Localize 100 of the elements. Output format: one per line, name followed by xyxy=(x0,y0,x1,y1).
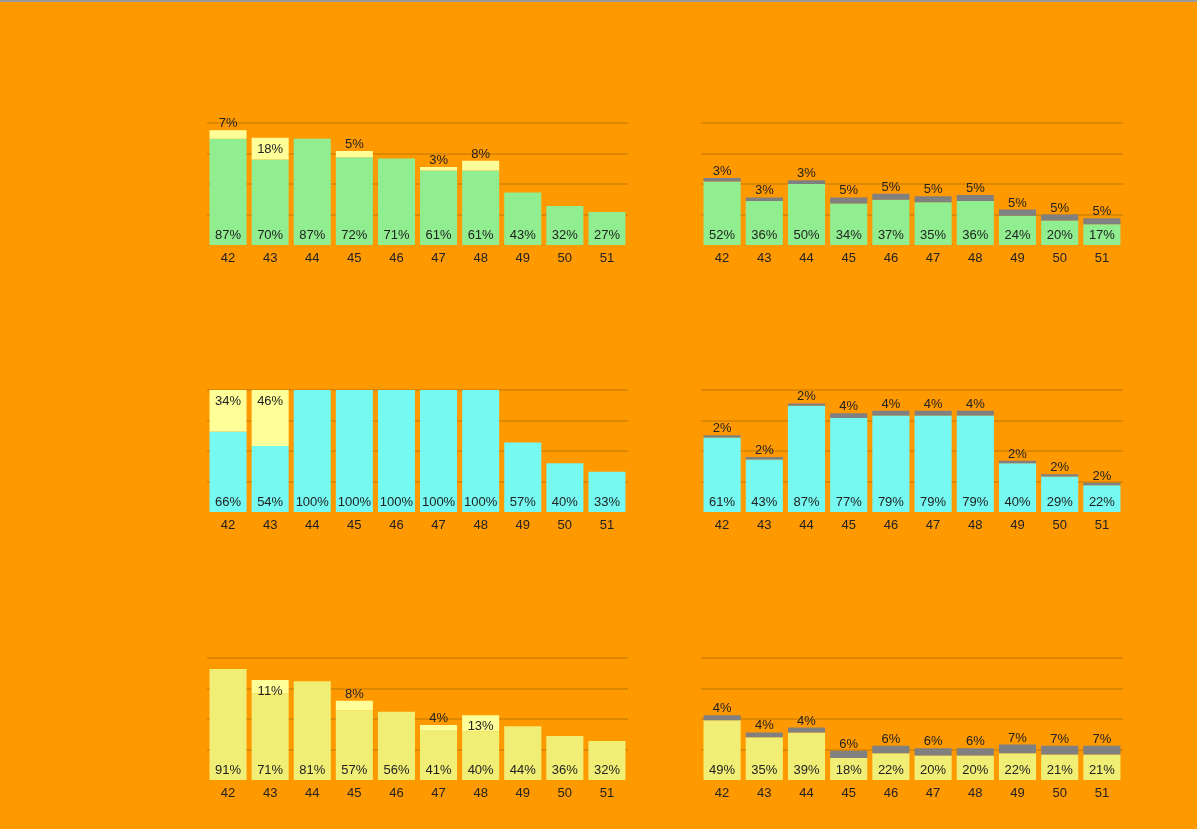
data-label: 3% xyxy=(429,151,449,167)
data-label: 6% xyxy=(965,733,986,749)
bar xyxy=(377,158,415,245)
x-tick-label: 50 xyxy=(557,517,573,532)
x-tick-label: 45 xyxy=(347,250,362,265)
x-tick-label: 45 xyxy=(347,517,362,532)
data-label: 6% xyxy=(923,733,943,749)
bar xyxy=(914,202,952,245)
data-label: 3% xyxy=(797,165,817,181)
data-label: 100% xyxy=(337,494,372,509)
x-tick-label: 45 xyxy=(841,250,856,265)
bar xyxy=(1041,474,1079,477)
bar xyxy=(872,410,910,416)
bar xyxy=(251,693,289,780)
data-label: 49% xyxy=(709,762,736,777)
data-label: 79% xyxy=(877,494,905,509)
data-label: 11% xyxy=(257,682,284,698)
data-label: 4% xyxy=(965,395,986,411)
data-label: 37% xyxy=(877,227,905,242)
bar xyxy=(830,750,868,759)
data-label: 32% xyxy=(551,227,579,242)
x-tick-label: 46 xyxy=(883,517,899,532)
data-label: 43% xyxy=(509,227,537,242)
data-label: 2% xyxy=(754,442,775,458)
bar xyxy=(420,725,458,730)
data-label: 5% xyxy=(881,178,901,194)
x-tick-label: 48 xyxy=(473,517,488,532)
data-label: 70% xyxy=(257,227,284,242)
data-label: 20% xyxy=(962,762,989,777)
bar xyxy=(209,668,247,780)
bar xyxy=(956,748,994,756)
x-tick-label: 46 xyxy=(389,785,404,800)
data-label: 35% xyxy=(751,762,778,777)
x-tick-label: 42 xyxy=(220,517,236,532)
data-label: 21% xyxy=(1088,762,1116,777)
bar xyxy=(420,729,458,780)
bar xyxy=(956,201,994,245)
x-tick-label: 49 xyxy=(515,785,530,800)
bar xyxy=(209,130,247,139)
data-label: 29% xyxy=(1046,494,1074,509)
data-label: 7% xyxy=(1092,730,1112,746)
bar xyxy=(462,170,500,245)
x-tick-label: 43 xyxy=(262,250,278,265)
x-tick-label: 47 xyxy=(431,517,446,532)
data-label: 4% xyxy=(754,717,775,733)
data-label: 57% xyxy=(509,494,537,509)
bar xyxy=(703,181,741,245)
bar xyxy=(830,197,868,204)
x-tick-label: 51 xyxy=(599,785,615,800)
x-tick-label: 45 xyxy=(347,785,362,800)
x-tick-label: 47 xyxy=(925,250,941,265)
bar xyxy=(745,459,783,512)
bar xyxy=(1041,745,1079,755)
data-label: 22% xyxy=(1004,762,1031,777)
bar xyxy=(998,744,1037,754)
data-label: 81% xyxy=(299,762,326,777)
data-label: 20% xyxy=(920,762,947,777)
data-label: 72% xyxy=(341,227,368,242)
bar xyxy=(377,711,415,780)
data-label: 100% xyxy=(379,494,414,509)
x-tick-label: 49 xyxy=(1010,250,1025,265)
data-label: 43% xyxy=(751,494,778,509)
x-tick-label: 47 xyxy=(431,250,446,265)
bar xyxy=(830,418,868,512)
x-tick-label: 51 xyxy=(1094,785,1110,800)
data-label: 2% xyxy=(712,420,732,436)
data-label: 40% xyxy=(551,494,579,509)
x-tick-label: 48 xyxy=(968,785,983,800)
bar xyxy=(335,151,373,158)
bar xyxy=(787,732,826,780)
bar xyxy=(293,390,331,512)
bar xyxy=(209,138,247,245)
data-label: 100% xyxy=(421,494,456,509)
data-label: 18% xyxy=(257,140,284,156)
x-tick-label: 48 xyxy=(473,250,488,265)
bar xyxy=(872,415,910,512)
data-label: 17% xyxy=(1088,227,1116,242)
bar xyxy=(703,435,741,438)
data-label: 56% xyxy=(383,762,410,777)
data-label: 4% xyxy=(712,700,732,716)
bar xyxy=(209,431,247,512)
x-tick-label: 43 xyxy=(262,785,278,800)
data-label: 32% xyxy=(593,762,621,777)
data-label: 4% xyxy=(881,395,901,411)
data-label: 3% xyxy=(754,182,775,198)
data-label: 6% xyxy=(839,735,859,751)
bar xyxy=(420,170,458,245)
bar xyxy=(293,138,331,245)
x-tick-label: 42 xyxy=(714,250,730,265)
bar xyxy=(1083,745,1121,755)
bar xyxy=(956,194,994,202)
bar xyxy=(335,710,373,780)
x-tick-label: 47 xyxy=(431,785,446,800)
data-label: 36% xyxy=(751,227,778,242)
bar xyxy=(956,415,994,512)
data-label: 7% xyxy=(1050,730,1070,746)
x-tick-label: 47 xyxy=(925,517,941,532)
data-label: 5% xyxy=(1050,199,1070,215)
x-tick-label: 48 xyxy=(968,250,983,265)
data-label: 100% xyxy=(295,494,330,509)
